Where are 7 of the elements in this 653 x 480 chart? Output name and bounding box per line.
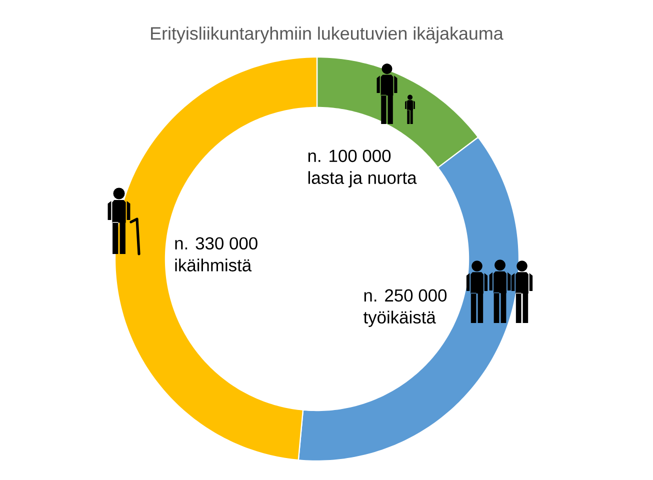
- chart-title: Erityisliikuntaryhmiin lukeutuvien ikäjakauma: [151, 26, 504, 44]
- slice-label: ikäihmistä: [175, 258, 252, 272]
- slice-label: työikäistä: [363, 310, 436, 328]
- data-label: n. 330 000: [175, 237, 258, 250]
- data-label: n. 100 000: [308, 150, 391, 162]
- data-label: n. 250 000: [364, 289, 447, 302]
- slice-label: lasta ja nuorta: [308, 171, 417, 188]
